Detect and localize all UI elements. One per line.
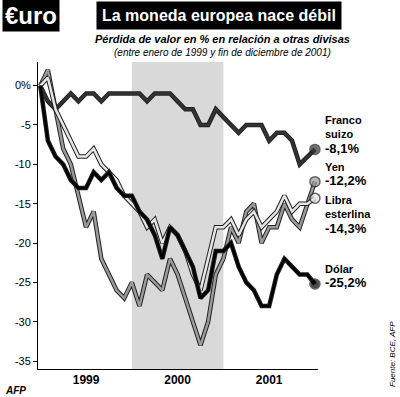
svg-text:AFP: AFP	[5, 385, 26, 396]
svg-text:-15: -15	[15, 198, 31, 210]
svg-text:La moneda europea nace débil: La moneda europea nace débil	[102, 7, 336, 24]
svg-text:-35: -35	[15, 355, 31, 367]
svg-text:2000: 2000	[164, 373, 191, 387]
svg-text:0%: 0%	[15, 79, 31, 91]
svg-text:-20: -20	[15, 237, 31, 249]
svg-text:1999: 1999	[73, 373, 100, 387]
svg-text:Pérdida de valor en % en relac: Pérdida de valor en % en relación a otra…	[95, 33, 350, 45]
svg-text:Fuente: BCE, AFP: Fuente: BCE, AFP	[388, 321, 397, 387]
svg-text:-5: -5	[21, 119, 31, 131]
svg-text:Francosuizo-8,1%: Francosuizo-8,1%	[325, 114, 362, 156]
svg-text:-25: -25	[15, 276, 31, 288]
svg-text:-30: -30	[15, 316, 31, 328]
svg-text:Yen-12,2%: Yen-12,2%	[325, 161, 367, 188]
svg-text:Libraesterlina-14,3%: Libraesterlina-14,3%	[325, 194, 371, 236]
svg-text:-10: -10	[15, 158, 31, 170]
svg-text:(entre enero de 1999 y fin de: (entre enero de 1999 y fin de diciembre …	[114, 47, 331, 58]
svg-text:€uro: €uro	[5, 2, 57, 29]
svg-text:Dólar-25,2%: Dólar-25,2%	[325, 263, 367, 290]
svg-text:2001: 2001	[256, 373, 283, 387]
